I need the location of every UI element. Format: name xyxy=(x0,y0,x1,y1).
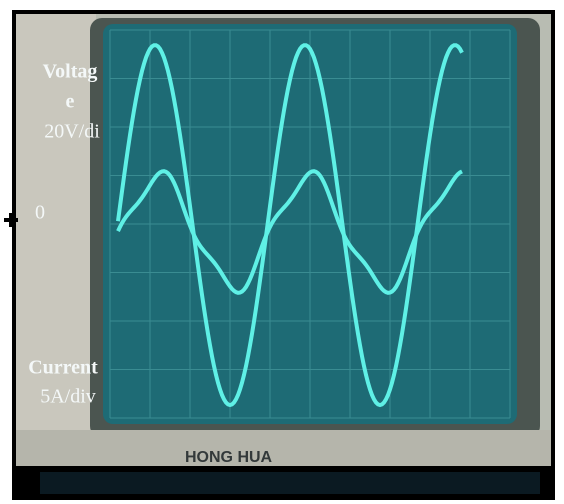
bottom-strip-inner xyxy=(40,472,540,494)
voltage-label-cont: e xyxy=(66,91,75,113)
bezel-bottom xyxy=(16,430,551,466)
bezel-left xyxy=(16,14,96,466)
current-scale: 5A/div xyxy=(40,386,96,408)
voltage-trace xyxy=(116,43,464,408)
current-trace xyxy=(116,169,463,295)
voltage-scale: 20V/di xyxy=(44,121,100,143)
zero-label: 0 xyxy=(35,202,45,224)
zero-marker-v xyxy=(9,213,13,227)
voltage-label: Voltag xyxy=(43,61,98,83)
brand-label: HONG HUA xyxy=(185,449,273,466)
current-label: Current xyxy=(28,357,98,379)
graticule xyxy=(109,29,511,419)
